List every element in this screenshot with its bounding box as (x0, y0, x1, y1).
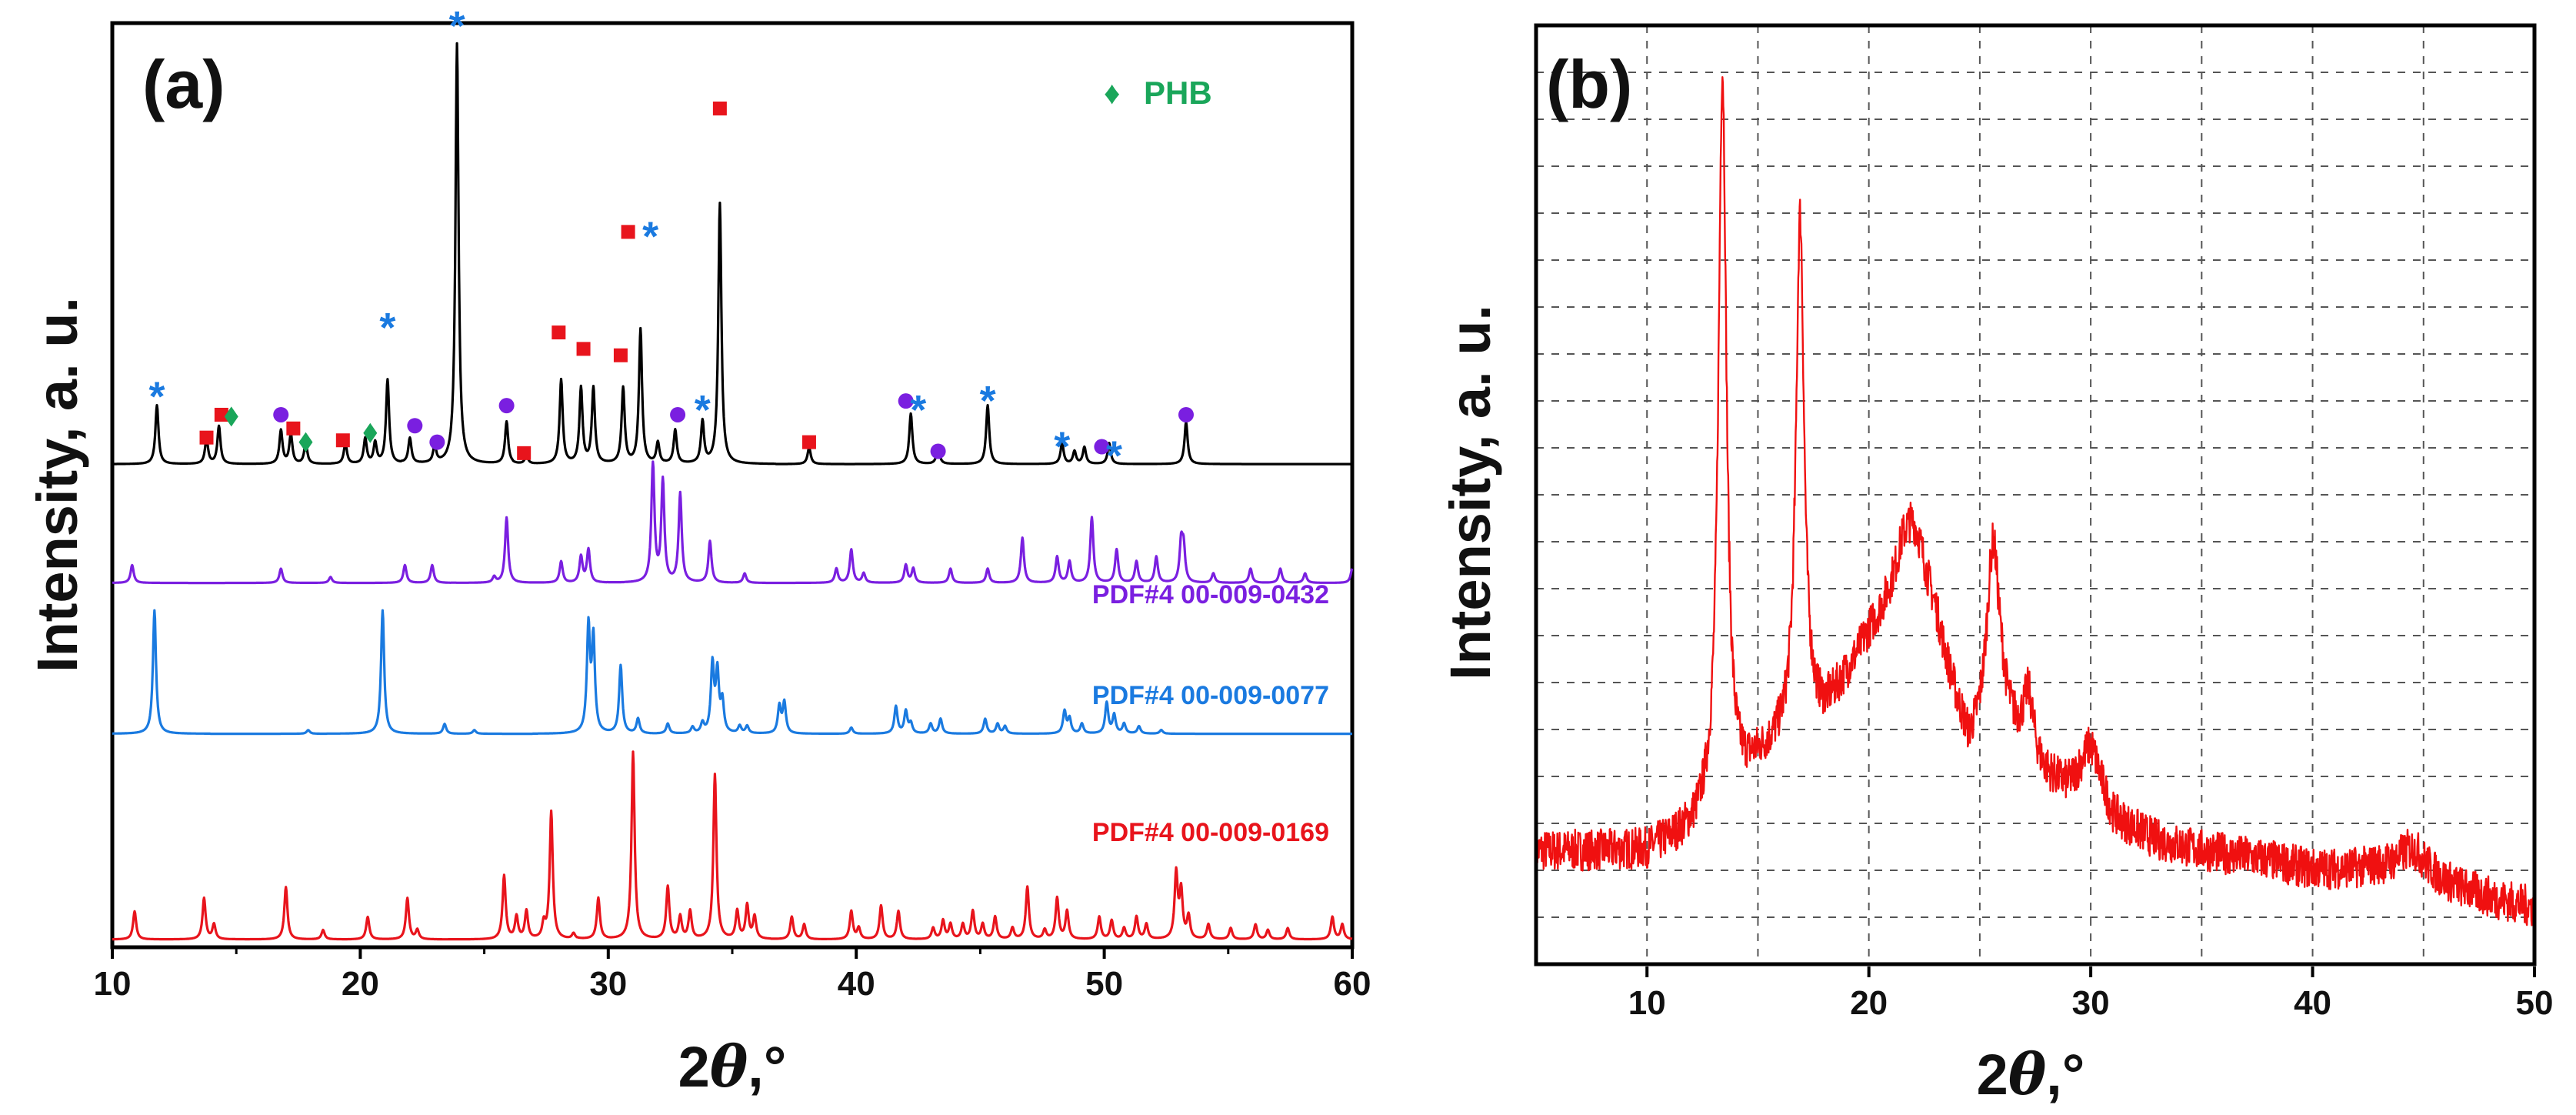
tick-label-10: 10 (1628, 984, 1666, 1022)
panel-a: * * * * * * * * * 10 20 30 40 50 60 (a) ♦ PHB PDF#4 0… (25, 3, 1371, 1100)
series-line-1 (112, 460, 1354, 585)
panel-a-label: (a) (142, 46, 225, 122)
panel-a-frame (110, 21, 1355, 950)
tick-label-60: 60 (1334, 965, 1371, 1003)
panel-a-series (112, 42, 1354, 941)
tick-label-30: 30 (589, 965, 627, 1003)
marker-star-30: * (1106, 432, 1122, 479)
x-axis-title-prefix: 2 (678, 1035, 710, 1099)
marker-star-25: * (910, 387, 926, 433)
tick-label-20: 20 (342, 965, 379, 1003)
marker-diamond-6 (298, 432, 313, 452)
marker-circle-31 (1178, 406, 1194, 422)
series-line-0 (112, 42, 1353, 466)
tick-label-40: 40 (838, 965, 875, 1003)
marker-circle-11 (429, 434, 445, 450)
panel-b-series (1535, 76, 2536, 926)
marker-star-12: * (449, 3, 465, 49)
series-line-2 (112, 609, 1353, 736)
legend: ♦ PHB (1104, 75, 1212, 111)
panel-b-frame (1534, 23, 2537, 966)
marker-circle-20 (670, 406, 686, 422)
marker-star-27: * (980, 378, 996, 424)
marker-star-21: * (695, 387, 711, 433)
marker-square-14 (517, 446, 532, 460)
tick-label-50: 50 (1085, 965, 1123, 1003)
panel-a-x-ticks: 10 20 30 40 50 60 (94, 947, 1371, 1003)
marker-diamond-8 (363, 422, 378, 443)
x-axis-title-theta: θ (2008, 1042, 2047, 1108)
marker-square-16 (576, 342, 591, 356)
ref-label-0169: PDF#4 00-009-0169 (1092, 818, 1329, 847)
marker-circle-24 (898, 393, 914, 409)
marker-square-2 (214, 407, 228, 422)
marker-square-22 (712, 101, 727, 115)
marker-star-9: * (379, 305, 395, 351)
marker-square-5 (286, 421, 301, 436)
marker-star-28: * (1054, 424, 1070, 470)
marker-circle-10 (407, 418, 423, 434)
panel-a-y-axis-title: Intensity, a. u. (25, 297, 89, 673)
panel-b: 10 20 30 40 50 (b) Intensity, a. u. 2θ,° (1438, 23, 2554, 1108)
legend-label: PHB (1144, 75, 1212, 111)
marker-square-7 (335, 433, 350, 448)
panel-a-x-axis-title: 2θ,° (678, 1034, 787, 1100)
marker-square-23 (801, 435, 816, 449)
ref-label-0077: PDF#4 00-009-0077 (1092, 681, 1329, 710)
marker-circle-29 (1094, 439, 1110, 455)
tick-label-30: 30 (2072, 984, 2110, 1022)
xrd-pattern-line (1535, 76, 2536, 926)
panel-b-x-axis-title: 2θ,° (1977, 1042, 2085, 1108)
marker-star-19: * (642, 213, 658, 259)
marker-square-17 (613, 348, 628, 362)
series-line-3 (112, 750, 1353, 941)
x-axis-title-theta: θ (710, 1034, 748, 1100)
ref-label-0432: PDF#4 00-009-0432 (1092, 580, 1329, 609)
tick-label-40: 40 (2294, 984, 2331, 1022)
marker-circle-26 (930, 443, 946, 459)
panel-b-x-ticks: 10 20 30 40 50 (1628, 966, 2554, 1022)
marker-circle-13 (498, 398, 515, 414)
marker-square-1 (199, 430, 214, 445)
panel-b-y-axis-title: Intensity, a. u. (1438, 305, 1502, 680)
marker-circle-4 (273, 406, 289, 422)
tick-label-50: 50 (2516, 984, 2554, 1022)
x-axis-title-suffix: ,° (2046, 1043, 2084, 1107)
panel-b-grid (1536, 25, 2534, 964)
tick-label-10: 10 (94, 965, 132, 1003)
marker-square-15 (552, 325, 566, 340)
panel-b-label: (b) (1546, 46, 1632, 122)
tick-label-20: 20 (1850, 984, 1888, 1022)
panel-a-phase-markers: * * * * * * * * * (149, 3, 1194, 479)
x-axis-title-prefix: 2 (1977, 1043, 2008, 1107)
marker-square-18 (621, 225, 635, 239)
x-axis-title-suffix: ,° (748, 1035, 786, 1099)
marker-diamond-3 (224, 406, 238, 427)
legend-diamond-icon: ♦ (1104, 75, 1120, 111)
marker-star-0: * (149, 373, 165, 419)
